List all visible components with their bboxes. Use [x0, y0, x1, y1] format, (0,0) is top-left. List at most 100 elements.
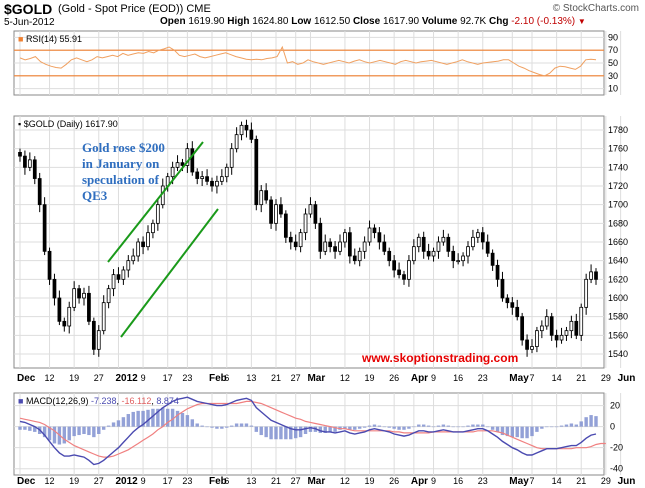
candle-body	[57, 297, 62, 322]
macd-tick-label: -40	[610, 464, 623, 474]
candle-body	[456, 260, 461, 263]
macd-histogram-bar	[431, 426, 436, 428]
macd-histogram-bar	[412, 426, 416, 428]
macd-histogram-bar	[151, 408, 155, 427]
candle-body	[87, 292, 91, 322]
price-x-label: 12	[340, 373, 350, 383]
candle-body	[200, 176, 205, 179]
candle-body	[62, 320, 67, 327]
macd-histogram-bar	[215, 426, 219, 429]
candle-body	[293, 241, 298, 248]
macd-histogram-bar	[239, 423, 244, 427]
price-title: ▪ $GOLD (Daily) 1617.90	[18, 119, 118, 129]
macd-histogram-bar	[372, 424, 377, 427]
macd-histogram-bar	[490, 426, 495, 430]
candle-body	[471, 236, 475, 248]
macd-histogram-bar	[348, 426, 352, 430]
rsi-title: ■ RSI(14) 55.91	[18, 34, 82, 44]
price-tick-label: 1780	[608, 125, 628, 135]
candle-body	[372, 227, 377, 234]
price-x-label: 23	[478, 373, 488, 383]
candle-body	[549, 316, 554, 336]
candle-body	[367, 227, 372, 243]
stockcharts-brand[interactable]: © StockCharts.com	[552, 3, 639, 14]
rsi-series	[14, 45, 604, 77]
macd-x-label: 7	[529, 476, 534, 486]
macd-tick-label: -20	[610, 443, 623, 453]
candle-body	[175, 162, 180, 168]
candle-body	[111, 274, 116, 290]
upper-trend-line	[107, 141, 204, 263]
macd-histogram-bar	[82, 426, 86, 434]
price-x-label: 26	[389, 373, 399, 383]
macd-x-label: 21	[576, 476, 586, 486]
macd-histogram-bar	[579, 421, 583, 427]
candle-body	[91, 320, 96, 350]
macd-histogram-bar	[397, 426, 401, 430]
candle-body	[500, 278, 505, 299]
candle-body	[574, 320, 579, 336]
macd-title: ■ MACD(12,26,9) -7.238, -16.112, 8.874	[18, 396, 179, 406]
macd-histogram-bar	[525, 426, 529, 439]
price-tick-label: 1600	[608, 293, 628, 303]
macd-x-label: 9	[141, 476, 146, 486]
candle-body	[461, 255, 465, 262]
candle-body	[274, 204, 278, 224]
price-tick-label: 1540	[608, 349, 628, 359]
macd-histogram-bar	[362, 426, 367, 428]
price-x-label: 17	[163, 373, 173, 383]
candle-body	[67, 306, 72, 327]
candle-body	[535, 330, 539, 347]
macd-histogram-bar	[175, 410, 180, 427]
candle-body	[357, 250, 362, 262]
candle-body	[584, 278, 589, 308]
price-x-label: Apr	[411, 373, 428, 384]
macd-histogram-bar	[131, 411, 135, 427]
macd-x-label: 16	[453, 476, 463, 486]
candle-body	[392, 260, 397, 271]
candle-body	[328, 241, 333, 248]
macd-histogram-bar	[146, 409, 150, 427]
macd-histogram-bar	[589, 415, 593, 427]
macd-histogram-bar	[170, 408, 175, 427]
macd-x-label: Feb	[209, 476, 227, 487]
candle-body	[136, 241, 141, 257]
macd-histogram-bar	[220, 426, 224, 429]
candle-body	[446, 236, 451, 252]
candle-body	[96, 330, 101, 350]
candle-body	[569, 320, 574, 332]
macd-x-label: 27	[94, 476, 104, 486]
macd-histogram-bar	[52, 426, 57, 444]
rsi-tick-label: 70	[608, 45, 618, 55]
candle-body	[515, 306, 520, 318]
candle-body	[288, 236, 293, 243]
candle-body	[72, 288, 77, 308]
chart-header: $GOLD (Gold - Spot Price (EOD)) CME 5-Ju…	[0, 0, 645, 30]
price-x-label: Jun	[618, 373, 636, 384]
candle-body	[121, 269, 126, 280]
price-x-label: 2012	[115, 373, 138, 384]
candle-body	[333, 246, 337, 252]
price-x-label: 27	[291, 373, 301, 383]
candle-body	[362, 241, 367, 252]
macd-histogram-bar	[165, 408, 170, 427]
macd-histogram-bar	[121, 417, 126, 427]
candle-body	[279, 204, 283, 215]
candle-body	[151, 222, 155, 234]
macd-histogram-bar	[77, 426, 81, 436]
macd-histogram-bar	[67, 426, 71, 441]
macd-histogram-bar	[343, 426, 347, 429]
macd-histogram-bar	[259, 426, 263, 436]
rsi-tick-label: 90	[608, 32, 618, 42]
candle-body	[269, 199, 273, 224]
macd-histogram-bar	[407, 426, 411, 429]
candle-body	[382, 241, 387, 252]
candle-body	[421, 236, 426, 252]
macd-x-label: 2012	[115, 476, 138, 487]
price-tick-label: 1640	[608, 256, 628, 266]
price-x-label: 9	[141, 373, 146, 383]
price-tick-label: 1660	[608, 237, 628, 247]
price-x-label: Mar	[307, 373, 325, 384]
macd-histogram-bar	[476, 424, 480, 427]
